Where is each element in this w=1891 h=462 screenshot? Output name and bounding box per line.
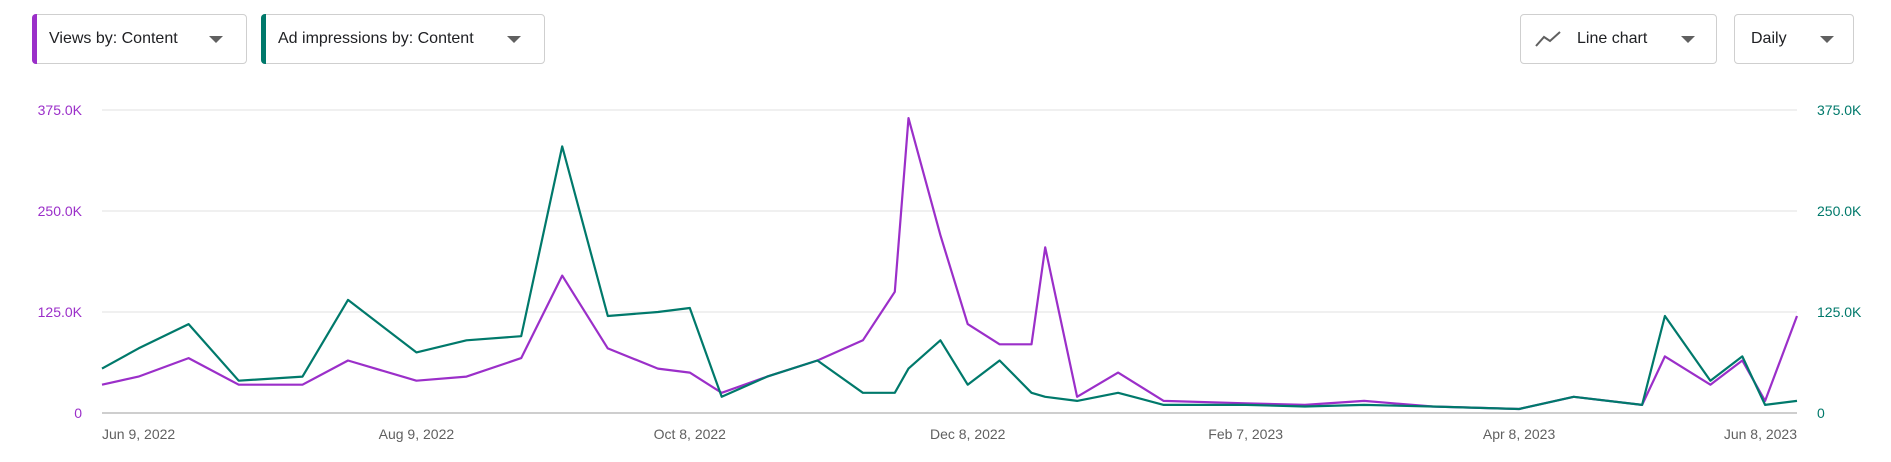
y-right-tick-label: 250.0K	[1817, 203, 1862, 219]
views-dropdown-label: Views by: Content	[49, 30, 178, 47]
series-line-views	[101, 116, 1799, 411]
x-tick-label: Jun 8, 2023	[1724, 426, 1797, 442]
y-left-tick-label: 125.0K	[38, 304, 83, 320]
chart-type-label: Line chart	[1577, 30, 1648, 47]
y-left-tick-label: 375.0K	[38, 102, 83, 118]
interval-dropdown[interactable]: Daily	[1734, 14, 1854, 64]
y-right-tick-label: 0	[1817, 405, 1825, 421]
y-right-tick-label: 375.0K	[1817, 102, 1862, 118]
chart-type-dropdown[interactable]: Line chart	[1520, 14, 1717, 64]
interval-label: Daily	[1751, 30, 1787, 47]
x-tick-label: Feb 7, 2023	[1208, 426, 1283, 442]
x-tick-label: Aug 9, 2022	[379, 426, 455, 442]
line-chart-icon	[1535, 31, 1561, 47]
y-right-tick-label: 125.0K	[1817, 304, 1862, 320]
ad-impressions-dropdown[interactable]: Ad impressions by: Content	[261, 14, 545, 64]
y-left-tick-label: 250.0K	[38, 203, 83, 219]
x-tick-label: Jun 9, 2022	[102, 426, 175, 442]
views-color-bar	[32, 14, 37, 64]
chevron-down-icon	[1681, 36, 1695, 43]
x-tick-label: Apr 8, 2023	[1483, 426, 1556, 442]
series-line-ad-impressions	[101, 145, 1798, 411]
views-by-content-dropdown[interactable]: Views by: Content	[32, 14, 247, 64]
x-tick-label: Dec 8, 2022	[930, 426, 1006, 442]
chevron-down-icon	[1820, 36, 1834, 43]
ad-impressions-dropdown-label: Ad impressions by: Content	[278, 30, 474, 47]
ad-impressions-color-bar	[261, 14, 266, 64]
x-tick-label: Oct 8, 2022	[654, 426, 727, 442]
chevron-down-icon	[209, 36, 223, 43]
chevron-down-icon	[507, 36, 521, 43]
y-left-tick-label: 0	[74, 405, 82, 421]
